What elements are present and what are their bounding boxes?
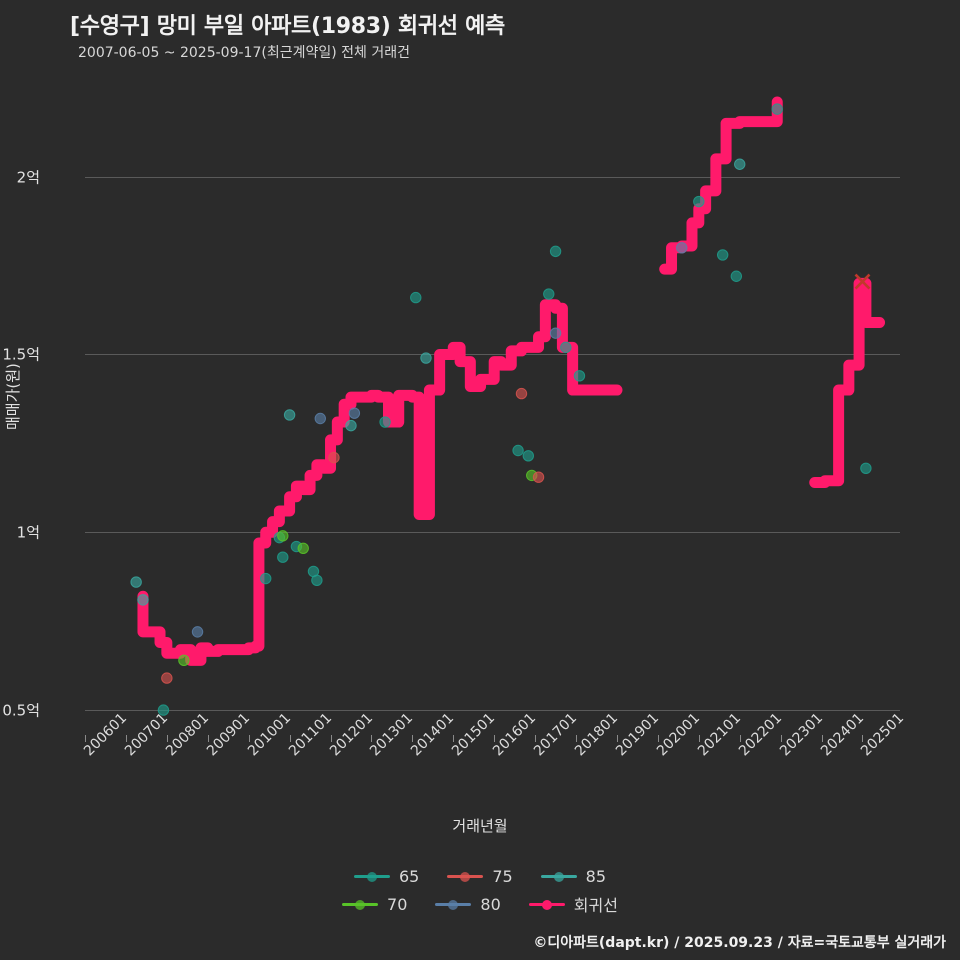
scatter-point: [549, 245, 562, 258]
legend-swatch-icon: [528, 897, 565, 911]
scatter-point: [573, 370, 586, 382]
prediction-x-marker: [854, 273, 871, 290]
legend-label: 85: [585, 866, 607, 886]
x-tick: [494, 735, 496, 742]
gridline: [85, 176, 900, 178]
x-tick: [453, 735, 455, 742]
legend-row-1: 65 75 85: [0, 862, 960, 890]
scatter-point: [130, 576, 142, 588]
x-tick: [248, 735, 250, 742]
x-tick: [207, 735, 209, 742]
legend-item[interactable]: 65: [353, 866, 420, 886]
legend-swatch-icon: [540, 869, 577, 883]
scatter-point: [512, 444, 524, 457]
scatter-point: [379, 416, 391, 428]
scatter-point: [345, 419, 357, 432]
x-tick: [371, 735, 373, 742]
legend-label: 회귀선: [573, 896, 618, 915]
scatter-point: [543, 288, 555, 300]
legend-label: 65: [398, 866, 420, 886]
scatter-point: [260, 572, 272, 585]
legend-swatch-icon: [447, 869, 484, 883]
gridline: [85, 532, 900, 534]
scatter-point: [560, 341, 572, 354]
y-tick-label: 1억: [16, 523, 40, 542]
legend-item[interactable]: 75: [447, 866, 513, 886]
x-tick: [616, 735, 618, 742]
scatter-point: [348, 407, 361, 419]
footer-credit: ©디아파트(dapt.kr) / 2025.09.23 / 자료=국토교통부 실…: [533, 935, 946, 951]
x-tick: [739, 735, 741, 742]
x-tick: [166, 735, 168, 742]
chart-legend: 65 75 85 70 80 회귀선: [0, 862, 960, 918]
legend-item[interactable]: 80: [435, 894, 501, 914]
legend-item[interactable]: 회귀선: [528, 892, 618, 916]
x-tick: [576, 735, 578, 742]
scatter-point: [730, 270, 743, 282]
scatter-point: [860, 462, 872, 474]
scatter-point: [137, 594, 149, 606]
x-tick: [330, 735, 332, 742]
legend-swatch-icon: [353, 869, 390, 883]
scatter-point: [277, 551, 289, 563]
scatter-point: [522, 450, 535, 462]
scatter-point: [161, 672, 173, 684]
scatter-point: [676, 242, 688, 254]
scatter-point: [314, 412, 326, 425]
legend-label: 80: [480, 894, 501, 914]
scatter-point: [157, 704, 170, 716]
regression-line-segment: [137, 299, 623, 666]
legend-swatch-icon: [435, 897, 472, 911]
scatter-point: [277, 530, 289, 542]
scatter-point: [410, 291, 422, 304]
x-axis-title: 거래년월: [452, 817, 508, 835]
scatter-point: [328, 451, 340, 464]
scatter-point: [532, 471, 545, 483]
scatter-point: [549, 327, 562, 339]
regression-line-segment: [809, 277, 886, 489]
scatter-point: [311, 574, 323, 587]
x-tick: [698, 735, 700, 742]
page-subtitle: 2007-06-05 ~ 2025-09-17(최근계약일) 전체 거래건: [78, 45, 410, 61]
legend-label: 75: [492, 866, 513, 886]
gridline: [85, 354, 900, 356]
y-axis-title: 매매가(원): [4, 363, 22, 430]
x-tick: [535, 735, 537, 742]
data-layer: [130, 96, 886, 716]
scatter-point: [515, 387, 528, 400]
scatter-point: [716, 249, 729, 261]
scatter-point: [297, 542, 309, 555]
y-tick-label: 0.5억: [2, 701, 40, 720]
x-tick: [780, 735, 782, 742]
y-tick-label: 2억: [16, 168, 40, 187]
x-tick: [85, 735, 86, 742]
scatter-point: [420, 352, 432, 364]
y-tick-label: 1.5억: [2, 345, 40, 364]
scatter-point: [178, 654, 190, 667]
x-tick: [289, 735, 291, 742]
scatter-point: [191, 626, 204, 638]
scatter-point: [771, 103, 783, 115]
page-title: [수영구] 망미 부일 아파트(1983) 회귀선 예측: [70, 14, 505, 39]
scatter-point: [693, 195, 705, 208]
legend-row-2: 70 80 회귀선: [0, 890, 960, 918]
x-tick: [821, 735, 823, 742]
plot-area: [85, 70, 900, 735]
x-tick: [862, 735, 864, 742]
legend-item[interactable]: 85: [540, 866, 607, 886]
x-tick: [125, 735, 127, 742]
scatter-point: [283, 409, 296, 421]
scatter-point: [734, 158, 746, 170]
x-tick: [412, 735, 414, 742]
x-tick: [657, 735, 659, 742]
legend-label: 70: [387, 894, 408, 914]
gridline: [85, 710, 900, 712]
legend-swatch-icon: [342, 897, 379, 911]
legend-item[interactable]: 70: [342, 895, 407, 914]
